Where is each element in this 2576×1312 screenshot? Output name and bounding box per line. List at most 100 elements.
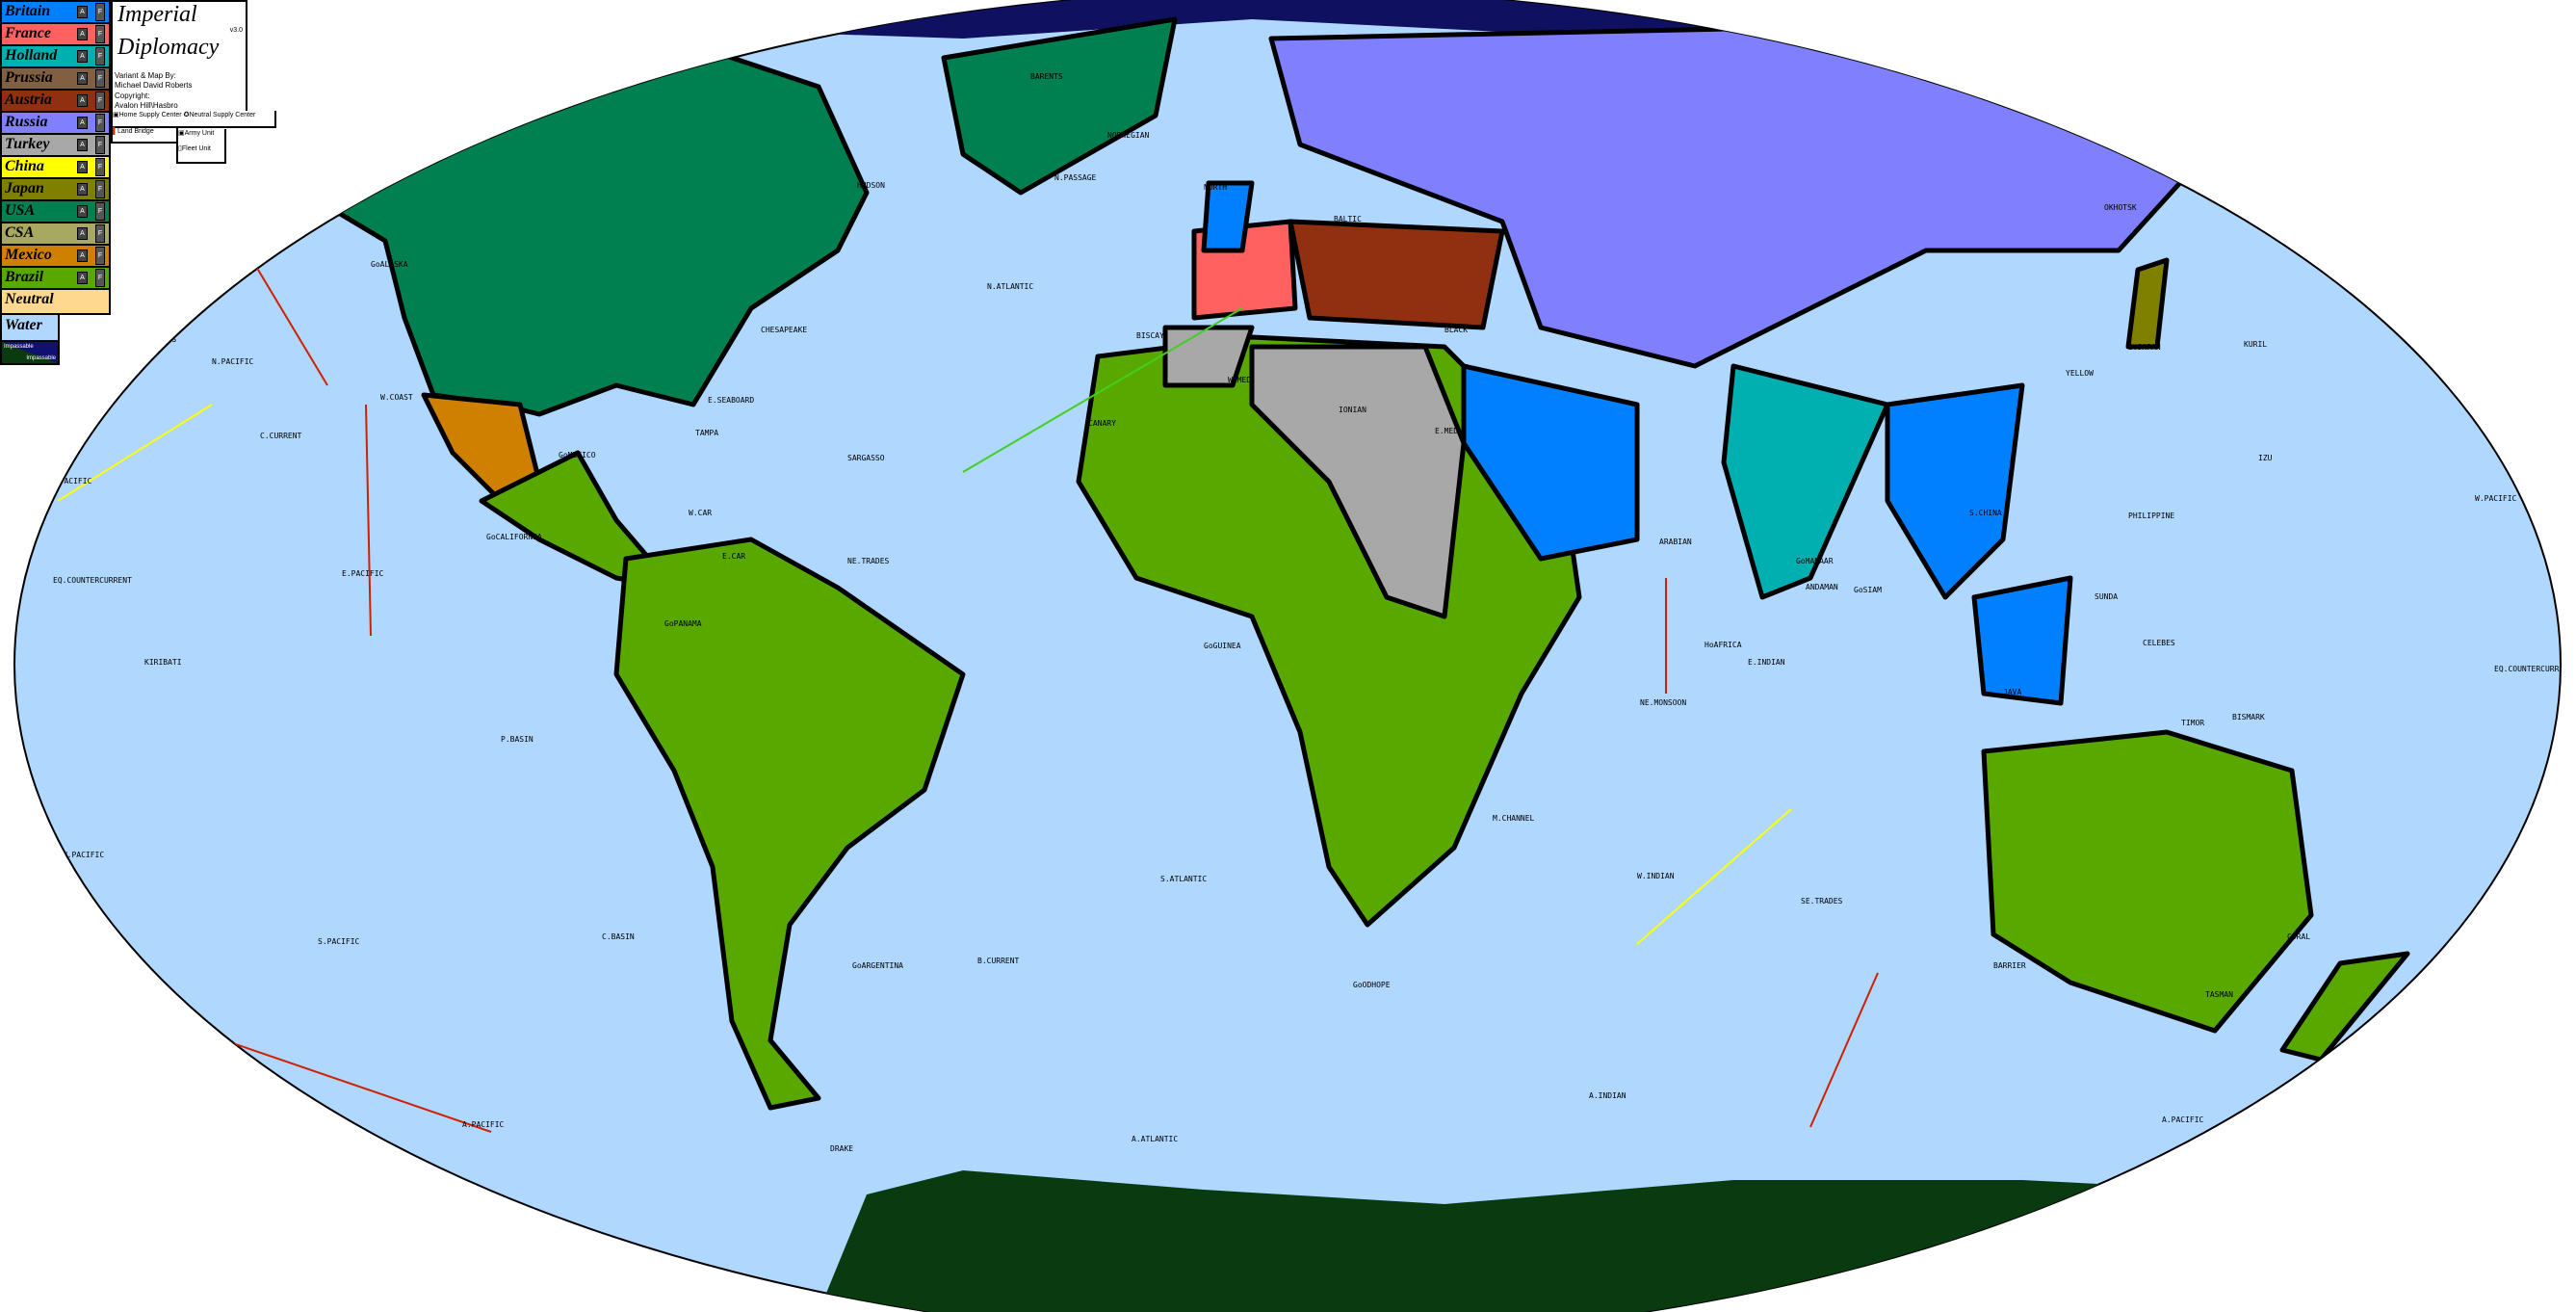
sea-label[interactable]: DRAKE xyxy=(830,1144,853,1153)
sea-label[interactable]: OKHOTSK xyxy=(2104,203,2137,212)
sea-label[interactable]: GoARGENTINA xyxy=(852,961,903,970)
sea-label[interactable]: KIRIBATI xyxy=(144,658,182,667)
sea-label[interactable]: GoALASKA xyxy=(371,260,408,269)
sea-label[interactable]: NE.TRADES xyxy=(847,557,890,565)
sea-label[interactable]: E.MED xyxy=(1435,427,1458,435)
sea-label[interactable]: N.ATLANTIC xyxy=(987,282,1033,291)
sea-label[interactable]: GoMANAAR xyxy=(1796,557,1834,565)
sea-label[interactable]: B.CURRENT xyxy=(977,957,1020,965)
north-africa-turkey[interactable] xyxy=(1249,344,1467,619)
sea-label[interactable]: EQ.COUNTERCURRENT xyxy=(53,576,132,585)
sea-label[interactable]: GoCALIFORNIA xyxy=(486,533,542,541)
sea-label[interactable]: IONIAN xyxy=(1339,406,1366,414)
fleet-icon: F xyxy=(95,180,105,198)
sea-label[interactable]: IZU xyxy=(2258,454,2273,462)
sea-label[interactable]: P.BASIN xyxy=(501,735,533,744)
sea-label[interactable]: NORWEGIAN xyxy=(1107,131,1150,140)
sea-label[interactable]: A.PACIFIC xyxy=(462,1120,505,1129)
sea-label[interactable]: E.INDIAN xyxy=(1748,658,1785,667)
sea-label[interactable]: WESTERLIES xyxy=(2383,311,2430,320)
sea-label[interactable]: SW.PACIFIC xyxy=(58,851,104,859)
title-line1: Imperial xyxy=(117,2,197,27)
sea-label[interactable]: A.PACIFIC xyxy=(2162,1115,2204,1124)
sea-label[interactable]: W.PACIFIC xyxy=(2475,494,2517,503)
sea-label[interactable]: BERING xyxy=(2369,203,2397,212)
sea-label[interactable]: C.CURRENT xyxy=(260,432,302,440)
sea-label[interactable]: BARENTS xyxy=(1030,72,1063,81)
fleet-icon: F xyxy=(95,247,105,265)
sea-label[interactable]: C.BASIN xyxy=(602,932,635,941)
borneo[interactable] xyxy=(1971,575,2073,706)
sea-label[interactable]: EQ.COUNTERCURRENT xyxy=(2494,665,2573,673)
impassable-sea-label: Impassable xyxy=(26,355,56,361)
sea-label[interactable]: W.MED xyxy=(1228,376,1251,384)
sea-label[interactable]: BERING xyxy=(270,203,298,212)
sea-label[interactable]: BISMARK xyxy=(2232,713,2265,722)
sea-label[interactable]: E.PACIFIC xyxy=(342,569,384,578)
sea-label[interactable]: ARABIAN xyxy=(1659,538,1692,546)
iberia[interactable] xyxy=(1162,325,1255,388)
sea-label[interactable]: KURIL xyxy=(2244,340,2267,349)
sea-label[interactable]: GoSIAM xyxy=(1854,586,1882,594)
south-america[interactable] xyxy=(613,537,966,1111)
sea-label[interactable]: BLACK xyxy=(1444,326,1468,334)
sea-label[interactable]: TASMAN xyxy=(2205,990,2233,999)
sea-label[interactable]: A.INDIAN xyxy=(1589,1091,1626,1100)
sea-label[interactable]: SUNDA xyxy=(2095,592,2118,601)
sea-label[interactable]: BALTIC xyxy=(1334,215,1362,223)
sea-label[interactable]: GoODHOPE xyxy=(1353,981,1391,989)
india-holland[interactable] xyxy=(1721,363,1890,600)
sea-label[interactable]: CANARY xyxy=(1088,419,1116,428)
britain-isles[interactable] xyxy=(1201,180,1255,253)
australia[interactable] xyxy=(1981,729,2314,1034)
sea-label[interactable]: E.CAR xyxy=(722,552,745,561)
sea-label[interactable]: BARRIER xyxy=(1993,961,2026,970)
order-line xyxy=(1636,808,1792,945)
sea-label[interactable]: W.PACIFIC xyxy=(50,477,92,485)
sea-label[interactable]: TIMOR xyxy=(2181,719,2204,727)
sea-label[interactable]: BISCAY xyxy=(1136,331,1164,340)
sea-label[interactable]: M.CHANNEL xyxy=(1493,814,1535,823)
greenland[interactable] xyxy=(941,16,1178,196)
austria-territory[interactable] xyxy=(1288,219,1505,330)
sea-label[interactable]: CORAL xyxy=(2287,932,2310,941)
sea-label[interactable]: E.SEABOARD xyxy=(708,396,754,405)
sea-label[interactable]: WESTERLIES xyxy=(130,335,176,344)
sea-label[interactable]: CHESAPEAKE xyxy=(761,326,807,334)
sea-label[interactable]: N.PASSAGE xyxy=(1054,173,1097,182)
army-icon: A xyxy=(77,139,88,151)
sea-label[interactable]: GoMEXICO xyxy=(559,451,596,459)
southeast-asia[interactable] xyxy=(1885,382,2025,600)
sea-label[interactable]: S.PACIFIC xyxy=(318,937,360,946)
power-name: Russia xyxy=(5,114,48,130)
sea-label[interactable]: N.PACIFIC xyxy=(212,357,254,366)
sea-label[interactable]: NE.MONSOON xyxy=(1640,698,1686,707)
sea-label[interactable]: CELEBES xyxy=(2143,639,2175,647)
sea-label[interactable]: W.COAST xyxy=(380,393,413,402)
sea-label[interactable]: A.ATLANTIC xyxy=(1132,1135,1178,1143)
sea-label[interactable]: SW.PACIFIC xyxy=(2504,897,2550,905)
sea-label[interactable]: JAVA xyxy=(2003,688,2021,696)
sea-label[interactable]: GoPANAMA xyxy=(664,619,702,628)
sea-label[interactable]: SoJAPAN xyxy=(2128,343,2161,352)
japan-islands[interactable] xyxy=(2125,257,2170,350)
army-icon: A xyxy=(77,72,88,85)
sea-label[interactable]: YELLOW xyxy=(2066,369,2094,378)
sea-label[interactable]: HUDSON xyxy=(857,181,885,190)
sea-label[interactable]: ANDAMAN xyxy=(1806,583,1838,591)
sea-label[interactable]: SARGASSO xyxy=(847,454,885,462)
sea-label[interactable]: TAMPA xyxy=(695,429,718,437)
army-icon: A xyxy=(77,28,88,40)
sea-label[interactable]: HoAFRICA xyxy=(1704,641,1742,649)
sea-label[interactable]: PHILIPPINE xyxy=(2128,512,2174,520)
sea-label[interactable]: S.ATLANTIC xyxy=(1160,875,1207,883)
legend-impassable: Impassable Impassable xyxy=(0,342,60,365)
sea-label[interactable]: S.CHINA xyxy=(1969,509,2002,517)
water-label: Water xyxy=(5,317,42,333)
arabia-britain[interactable] xyxy=(1461,363,1640,562)
sea-label[interactable]: SE.TRADES xyxy=(1801,897,1843,905)
sea-label[interactable]: W.CAR xyxy=(689,509,712,517)
sea-label[interactable]: GoGUINEA xyxy=(1204,642,1241,650)
sea-label[interactable]: W.INDIAN xyxy=(1637,872,1675,880)
sea-label[interactable]: NORTH xyxy=(1204,183,1227,192)
